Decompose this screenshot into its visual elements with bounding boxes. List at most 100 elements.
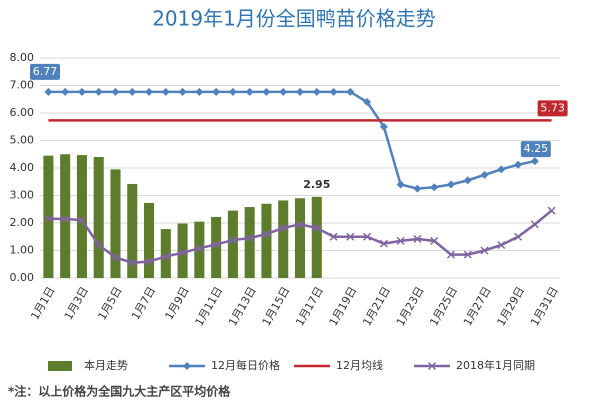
marker — [480, 246, 489, 255]
marker — [379, 239, 388, 248]
marker — [413, 234, 422, 243]
marker — [128, 87, 137, 96]
marker — [212, 87, 221, 96]
marker — [430, 183, 439, 192]
data-label: 5.73 — [540, 101, 565, 114]
marker — [212, 240, 221, 249]
marker — [396, 180, 405, 189]
marker — [346, 87, 355, 96]
marker — [279, 223, 288, 232]
marker — [262, 87, 271, 96]
marker — [245, 234, 254, 243]
marker — [514, 160, 523, 169]
marker — [161, 252, 170, 261]
marker — [195, 87, 204, 96]
y-tick-label: 4.00 — [10, 161, 35, 174]
bar — [144, 202, 155, 278]
x-tick-label: 1月11日 — [193, 285, 226, 329]
x-tick-label: 1月21日 — [360, 285, 393, 329]
legend-label: 12月每日价格 — [211, 358, 280, 372]
y-tick-label: 3.00 — [10, 189, 35, 202]
x-tick-label: 1月1日 — [28, 285, 57, 323]
marker — [94, 240, 103, 250]
marker — [111, 87, 120, 96]
x-tick-label: 1月3日 — [62, 285, 91, 323]
marker — [396, 236, 405, 245]
legend-label: 本月走势 — [84, 358, 128, 372]
legend-swatch — [48, 361, 72, 371]
bar — [211, 216, 222, 278]
marker — [94, 87, 103, 96]
bar — [160, 229, 171, 278]
marker — [228, 87, 237, 96]
marker — [547, 206, 556, 215]
marker — [379, 122, 388, 131]
marker — [346, 232, 355, 241]
marker — [61, 87, 70, 96]
bar — [261, 203, 272, 278]
marker — [497, 240, 506, 250]
marker — [514, 232, 523, 241]
data-label: 2.95 — [303, 178, 330, 191]
marker — [262, 229, 271, 239]
y-tick-label: 5.00 — [10, 134, 35, 147]
marker — [295, 220, 305, 229]
bar — [278, 200, 289, 278]
marker — [61, 214, 70, 223]
x-tick-label: 1月5日 — [95, 285, 124, 323]
bar — [244, 207, 255, 278]
bar — [60, 154, 71, 278]
y-tick-label: 7.00 — [10, 79, 35, 92]
marker — [463, 250, 472, 259]
bar — [76, 155, 87, 278]
marker — [497, 165, 506, 174]
x-tick-label: 1月27日 — [461, 284, 494, 328]
marker — [128, 258, 137, 267]
x-tick-label: 1月13日 — [226, 285, 259, 329]
marker — [111, 253, 120, 262]
data-label-box — [537, 100, 568, 117]
legend-marker — [427, 361, 437, 371]
marker — [329, 87, 338, 96]
marker — [480, 170, 489, 179]
marker — [178, 87, 187, 96]
marker — [463, 176, 472, 185]
legend-label: 12月均线 — [336, 358, 383, 372]
marker — [312, 87, 321, 96]
marker — [363, 98, 372, 106]
bar — [127, 183, 138, 278]
bar — [194, 221, 205, 278]
data-label-box — [30, 63, 60, 80]
y-tick-label: 2.00 — [10, 216, 35, 229]
marker — [413, 184, 422, 193]
data-label-box — [520, 141, 551, 158]
marker — [312, 223, 321, 232]
marker — [430, 236, 439, 245]
data-label: 6.77 — [33, 65, 58, 78]
x-tick-label: 1月25日 — [427, 285, 460, 329]
bar — [294, 198, 306, 278]
y-tick-label: 6.00 — [10, 106, 35, 119]
x-tick-label: 1月15日 — [260, 285, 293, 329]
data-label: 4.25 — [524, 142, 549, 155]
bar — [110, 169, 121, 278]
footnote: *注：以上价格为全国九大主产区平均价格 — [8, 384, 231, 399]
x-tick-label: 1月23日 — [394, 285, 427, 329]
marker — [77, 216, 86, 225]
chart-title: 2019年1月份全国鸭苗价格走势 — [152, 7, 436, 31]
marker — [228, 236, 237, 245]
marker — [363, 232, 372, 241]
marker — [44, 214, 53, 223]
y-tick-label: 8.00 — [10, 51, 35, 64]
x-tick-label: 1月9日 — [163, 285, 192, 323]
marker — [279, 87, 288, 96]
bar — [227, 210, 238, 278]
marker — [446, 250, 455, 259]
marker — [161, 87, 170, 96]
bar — [93, 157, 104, 278]
marker — [145, 87, 154, 96]
x-tick-label: 1月17日 — [293, 285, 326, 329]
marker — [44, 87, 53, 96]
bar — [177, 223, 188, 278]
